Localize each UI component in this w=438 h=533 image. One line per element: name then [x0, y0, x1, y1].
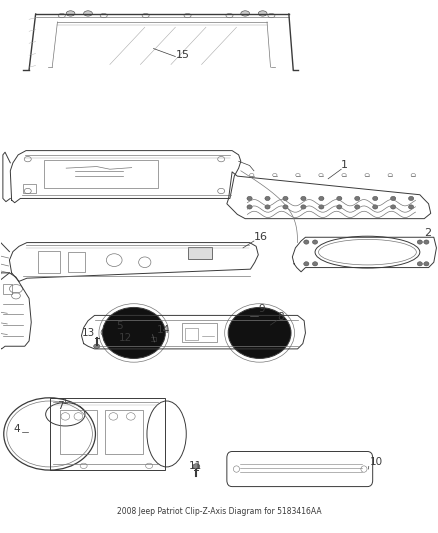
Ellipse shape: [337, 205, 342, 209]
Ellipse shape: [228, 308, 291, 359]
Text: 1: 1: [341, 160, 348, 170]
Ellipse shape: [265, 205, 270, 209]
Ellipse shape: [391, 205, 396, 209]
Ellipse shape: [417, 240, 423, 244]
Text: 9: 9: [258, 304, 265, 314]
Ellipse shape: [247, 196, 252, 200]
Ellipse shape: [66, 11, 75, 16]
Bar: [49, 398, 165, 470]
Text: 4: 4: [14, 424, 21, 434]
Ellipse shape: [373, 205, 378, 209]
Bar: [44, 160, 158, 188]
Ellipse shape: [424, 262, 429, 266]
Text: 7: 7: [57, 401, 64, 411]
Ellipse shape: [312, 262, 318, 266]
Ellipse shape: [409, 196, 414, 200]
Text: 16: 16: [254, 232, 268, 242]
Text: 2: 2: [424, 228, 431, 238]
Ellipse shape: [283, 205, 288, 209]
Ellipse shape: [94, 344, 100, 349]
Ellipse shape: [241, 11, 250, 16]
Ellipse shape: [312, 240, 318, 244]
Bar: [38, 251, 60, 273]
Ellipse shape: [424, 240, 429, 244]
Bar: [3, 284, 12, 294]
Bar: [23, 183, 36, 193]
Bar: [185, 328, 198, 340]
Ellipse shape: [409, 205, 414, 209]
Bar: [60, 410, 97, 454]
Bar: [68, 252, 85, 272]
Bar: [188, 247, 212, 259]
Text: 14: 14: [157, 325, 170, 335]
Ellipse shape: [319, 205, 324, 209]
Ellipse shape: [301, 205, 306, 209]
Text: 8: 8: [278, 312, 284, 321]
Ellipse shape: [355, 205, 360, 209]
Text: 15: 15: [175, 50, 189, 60]
Ellipse shape: [258, 11, 267, 16]
Ellipse shape: [417, 262, 423, 266]
Text: 13: 13: [81, 328, 95, 337]
Bar: [250, 313, 259, 320]
Ellipse shape: [304, 262, 309, 266]
Ellipse shape: [102, 308, 165, 359]
Ellipse shape: [301, 196, 306, 200]
Ellipse shape: [247, 205, 252, 209]
Ellipse shape: [355, 196, 360, 200]
Bar: [182, 324, 217, 342]
Text: 10: 10: [370, 457, 383, 467]
Ellipse shape: [265, 196, 270, 200]
Ellipse shape: [391, 196, 396, 200]
Ellipse shape: [283, 196, 288, 200]
Ellipse shape: [84, 11, 92, 16]
Text: 11: 11: [188, 461, 201, 471]
Bar: [117, 343, 130, 348]
Ellipse shape: [373, 196, 378, 200]
Ellipse shape: [337, 196, 342, 200]
Ellipse shape: [319, 196, 324, 200]
Bar: [106, 410, 143, 454]
Ellipse shape: [304, 240, 309, 244]
Text: 12: 12: [119, 333, 132, 343]
Ellipse shape: [193, 464, 200, 469]
Text: 5: 5: [117, 321, 123, 331]
Text: 2008 Jeep Patriot Clip-Z-Axis Diagram for 5183416AA: 2008 Jeep Patriot Clip-Z-Axis Diagram fo…: [117, 506, 321, 515]
